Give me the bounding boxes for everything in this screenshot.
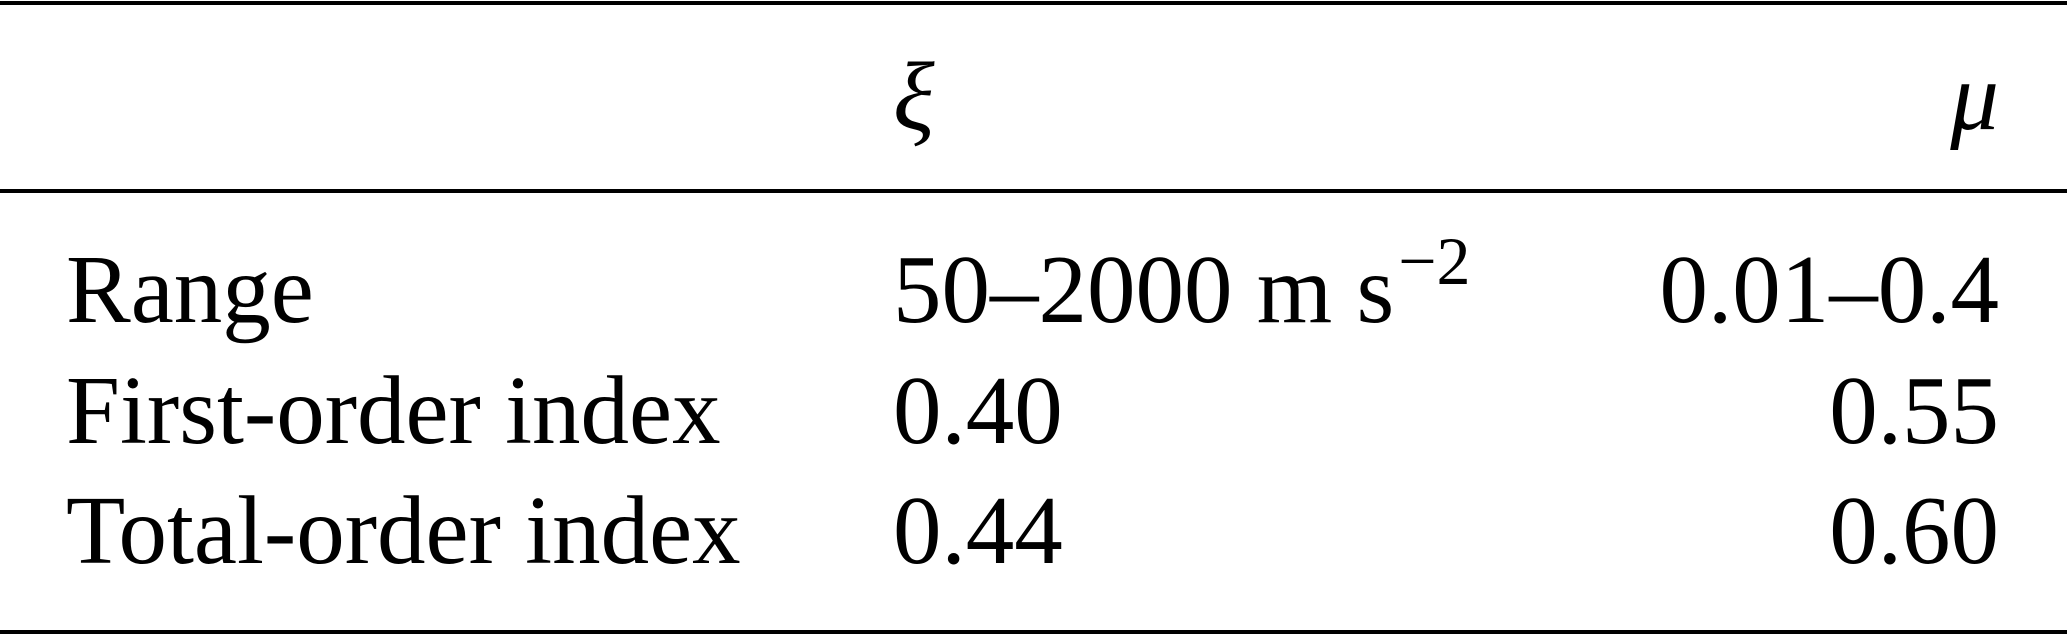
mu-total-order: 0.60 (1829, 477, 1999, 584)
row-label: First-order index (66, 357, 721, 464)
header-mu: μ (1950, 43, 1999, 150)
header-rule (0, 189, 2067, 193)
xi-range-exponent: −2 (1398, 223, 1471, 299)
bottom-rule (0, 630, 2067, 634)
header-xi: ξ (893, 43, 935, 150)
row-label: Range (66, 236, 314, 343)
xi-first-order: 0.40 (893, 357, 1063, 464)
top-rule (0, 1, 2067, 5)
xi-total-order: 0.44 (893, 477, 1063, 584)
mu-first-order: 0.55 (1829, 357, 1999, 464)
row-label: Total-order index (66, 477, 741, 584)
xi-range: 50–2000 m s−2 (893, 227, 1471, 338)
mu-range: 0.01–0.4 (1659, 236, 2000, 343)
xi-range-value: 50–2000 m s (893, 236, 1395, 343)
